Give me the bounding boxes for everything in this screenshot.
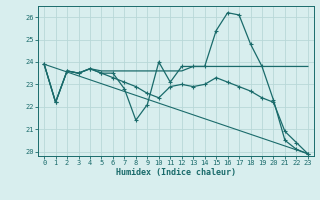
X-axis label: Humidex (Indice chaleur): Humidex (Indice chaleur): [116, 168, 236, 177]
